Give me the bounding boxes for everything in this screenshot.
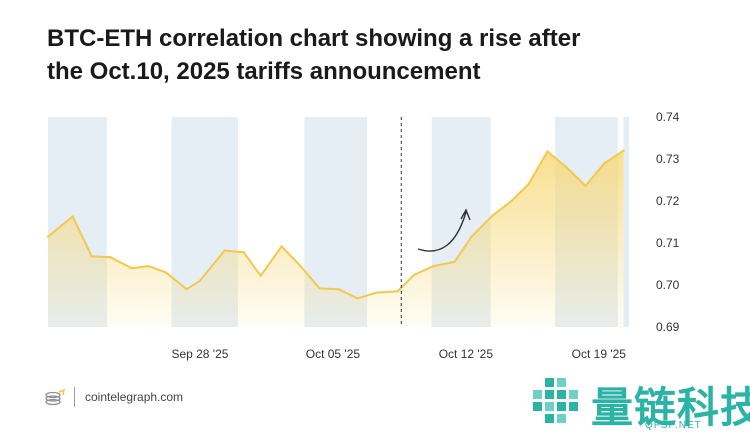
footer: cointelegraph.com [44,384,183,410]
watermark: 量链科技 QFSP.NET [527,372,750,434]
data-point-27 [565,166,568,169]
data-point-19 [413,273,416,276]
footer-divider [74,387,75,407]
data-point-7 [185,288,188,291]
data-point-25 [527,183,530,186]
annotation-arrow [417,211,467,252]
data-point-12 [280,245,283,248]
data-point-18 [396,290,399,293]
watermark-subtext: QFSP.NET [645,420,702,431]
y-tick-label-2: 0.71 [656,236,680,250]
data-point-14 [318,287,321,290]
data-point-28 [584,184,587,188]
data-point-23 [491,214,494,217]
watermark-logo-icon [533,378,578,423]
site-name[interactable]: cointelegraph.com [85,390,184,404]
y-tick-label-3: 0.72 [656,194,680,208]
x-tick-label-0: Sep 28 '25 [171,347,228,361]
data-point-6 [164,271,167,274]
y-tick-label-0: 0.69 [656,320,680,334]
data-point-8 [198,279,202,282]
data-point-16 [356,297,359,300]
data-point-1 [71,215,74,218]
data-point-20 [432,264,435,268]
shaded-band-5 [623,117,630,327]
data-point-9 [223,249,226,252]
data-point-30 [622,149,625,152]
data-point-4 [130,267,133,270]
y-tick-label-4: 0.73 [656,152,680,166]
data-point-3 [109,256,112,259]
series-area [48,150,624,327]
x-tick-label-1: Oct 05 '25 [306,347,361,361]
data-point-11 [259,274,262,277]
chart-title: BTC-ETH correlation chart showing a rise… [47,22,647,88]
data-point-10 [242,251,245,254]
y-tick-label-5: 0.74 [656,110,680,124]
data-point-15 [337,288,340,291]
data-point-21 [453,260,456,264]
annotation-arrow-head [460,208,471,221]
data-point-24 [510,199,513,203]
data-point-22 [470,235,473,238]
title-line-2: the Oct.10, 2025 tariffs announcement [47,58,481,85]
data-point-5 [147,264,150,268]
data-point-29 [603,162,606,165]
x-tick-label-2: Oct 12 '25 [439,347,494,361]
watermark-text: 量链科技 [591,384,750,431]
cointelegraph-logo-icon [45,388,66,406]
title-line-1: BTC-ETH correlation chart showing a rise… [47,25,581,52]
data-point-0 [46,235,50,238]
data-point-17 [375,291,378,294]
data-point-13 [299,264,302,268]
data-point-2 [90,255,93,258]
x-tick-label-3: Oct 19 '25 [572,347,627,361]
data-point-26 [546,150,549,153]
y-tick-label-1: 0.70 [656,278,680,292]
